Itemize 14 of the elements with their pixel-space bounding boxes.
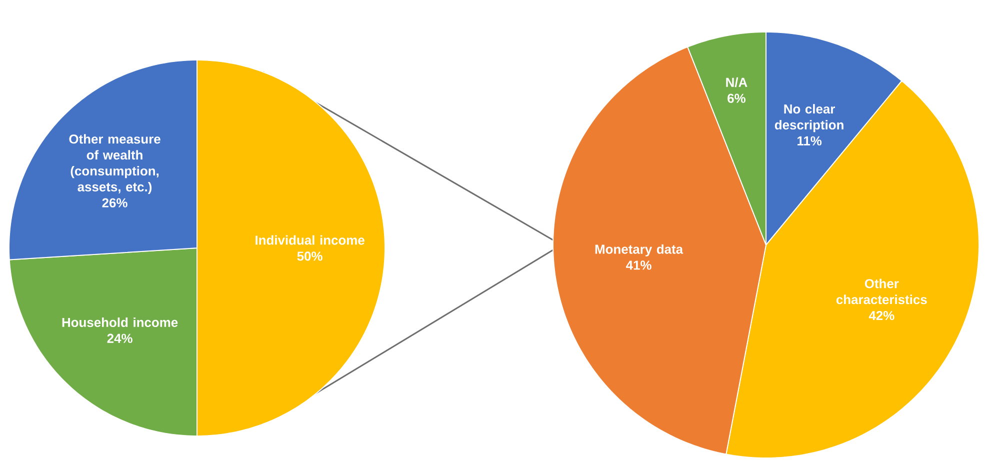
slice-label: N/A bbox=[726, 77, 748, 88]
data-label: 41% bbox=[626, 260, 652, 270]
data-label: 50% bbox=[297, 252, 322, 261]
slice-label: Monetary data bbox=[595, 244, 684, 256]
data-label: 42% bbox=[868, 310, 894, 320]
slice-label: Other characteristics bbox=[836, 278, 927, 304]
slice-label: Individual income bbox=[256, 235, 364, 245]
slice-label: Household income bbox=[62, 318, 178, 328]
data-label: 11% bbox=[798, 136, 822, 146]
data-label: 26% bbox=[102, 198, 128, 208]
data-label: 24% bbox=[107, 334, 132, 343]
slice-label: No clear description bbox=[774, 104, 844, 132]
slice-label: Other measure of wealth (consumption, assets, etc.) bbox=[69, 134, 160, 194]
data-label: 6% bbox=[728, 94, 746, 103]
